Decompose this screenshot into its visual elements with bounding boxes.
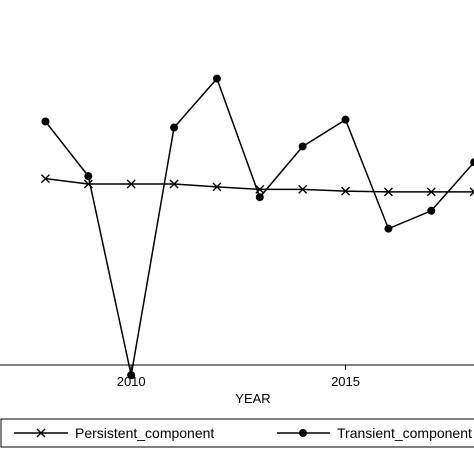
x-tick-label: 2015 xyxy=(331,374,360,389)
data-point-transient xyxy=(170,123,179,132)
x-axis-ticks: 2010 2015 xyxy=(117,365,360,389)
data-point-transient xyxy=(255,193,264,202)
series-line-transient xyxy=(44,77,474,376)
data-point-transient xyxy=(84,172,93,181)
data-point-transient xyxy=(341,115,350,124)
series-persistent xyxy=(40,174,474,197)
legend-label-persistent: Persistent_component xyxy=(75,425,214,441)
series-transient xyxy=(41,74,474,380)
legend-entry-transient: Transient_component xyxy=(277,425,472,441)
legend-x-marker-icon xyxy=(36,428,46,438)
legend-label-transient: Transient_component xyxy=(337,425,472,441)
data-point-transient xyxy=(212,74,221,83)
data-point-persistent xyxy=(169,179,179,189)
data-point-persistent xyxy=(126,179,136,189)
data-point-transient xyxy=(41,117,50,126)
data-point-persistent xyxy=(341,186,351,196)
data-point-transient xyxy=(127,371,136,380)
data-point-persistent xyxy=(40,174,50,184)
legend-entry-persistent: Persistent_component xyxy=(14,425,214,441)
data-point-transient xyxy=(470,158,474,167)
data-point-persistent xyxy=(298,184,308,194)
data-point-transient xyxy=(427,206,436,215)
data-point-persistent xyxy=(426,187,436,197)
data-point-persistent xyxy=(212,182,222,192)
series-layer xyxy=(40,74,474,380)
data-point-persistent xyxy=(383,187,393,197)
x-tick-label: 2010 xyxy=(117,374,146,389)
data-point-transient xyxy=(384,224,393,233)
data-point-persistent xyxy=(469,187,474,197)
x-axis-title: YEAR xyxy=(235,391,270,406)
legend-dot-marker-icon xyxy=(299,429,307,437)
legend-box xyxy=(0,418,474,448)
data-point-transient xyxy=(298,142,307,151)
